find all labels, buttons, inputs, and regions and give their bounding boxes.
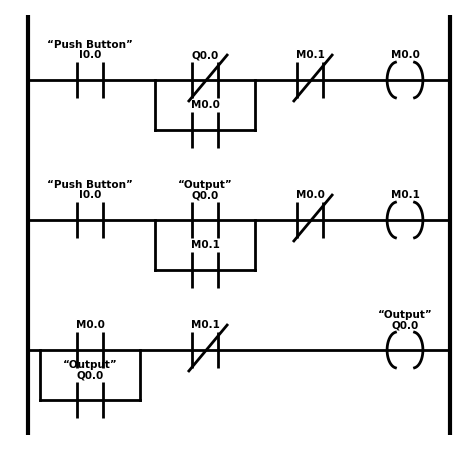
Text: M0.1: M0.1 <box>391 190 419 200</box>
Text: M0.0: M0.0 <box>75 320 104 330</box>
Text: Q0.0: Q0.0 <box>191 50 219 60</box>
Text: M0.1: M0.1 <box>191 240 219 250</box>
Text: I0.0: I0.0 <box>79 50 101 60</box>
Text: “Output”: “Output” <box>378 310 432 320</box>
Text: “Push Button”: “Push Button” <box>47 40 133 50</box>
Text: M0.0: M0.0 <box>191 100 219 110</box>
Text: M0.0: M0.0 <box>391 50 419 60</box>
Text: M0.0: M0.0 <box>296 190 324 200</box>
Text: M0.1: M0.1 <box>296 50 324 60</box>
Text: “Output”: “Output” <box>63 360 118 370</box>
Text: Q0.0: Q0.0 <box>191 190 219 200</box>
Text: “Output”: “Output” <box>178 180 232 190</box>
Text: I0.0: I0.0 <box>79 190 101 200</box>
Text: “Push Button”: “Push Button” <box>47 180 133 190</box>
Text: M0.1: M0.1 <box>191 320 219 330</box>
Text: Q0.0: Q0.0 <box>392 320 419 330</box>
Text: Q0.0: Q0.0 <box>76 370 104 380</box>
